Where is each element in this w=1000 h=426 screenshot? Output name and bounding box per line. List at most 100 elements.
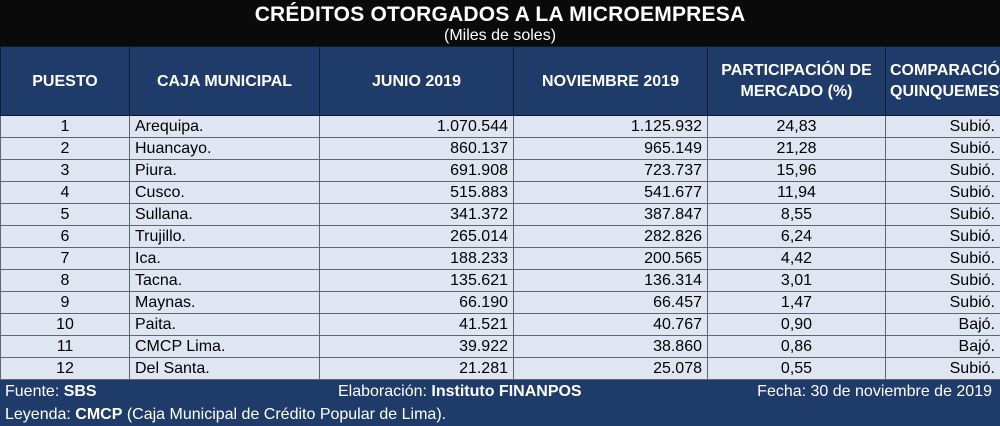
table-subtitle: (Miles de soles) xyxy=(443,27,557,44)
cell-comparacion: Subió. xyxy=(885,291,1000,314)
table-row: 12 Del Santa. 21.281 25.078 0,55 Subió. xyxy=(0,357,1000,380)
cell-puesto: 7 xyxy=(0,247,130,270)
table-row: 10 Paita. 41.521 40.767 0,90 Bajó. xyxy=(0,313,1000,336)
cell-participacion: 15,96 xyxy=(707,159,886,182)
cell-caja-municipal: Cusco. xyxy=(129,181,320,204)
table-row: 1 Arequipa. 1.070.544 1.125.932 24,83 Subió. xyxy=(0,115,1000,138)
header-junio-2019: JUNIO 2019 xyxy=(319,46,514,116)
footer-row-source: Fuente: SBS Elaboración: Instituto FINAN… xyxy=(0,380,1000,403)
footer-legend: Leyenda: CMCP (Caja Municipal de Crédito… xyxy=(5,403,446,426)
cell-puesto: 8 xyxy=(0,269,130,292)
cell-comparacion: Subió. xyxy=(885,247,1000,270)
table-title: CRÉDITOS OTORGADOS A LA MICROEMPRESA xyxy=(254,3,746,26)
cell-puesto: 4 xyxy=(0,181,130,204)
table-row: 7 Ica. 188.233 200.565 4,42 Subió. xyxy=(0,247,1000,270)
cell-caja-municipal: Del Santa. xyxy=(129,357,320,380)
cell-participacion: 11,94 xyxy=(707,181,886,204)
footer-elaboration-value: Instituto FINANPOS xyxy=(431,383,582,400)
footer-elaboration-label: Elaboración: xyxy=(338,383,432,400)
footer-source-label: Fuente: xyxy=(5,383,64,400)
cell-noviembre-2019: 136.314 xyxy=(513,269,708,292)
cell-participacion: 0,86 xyxy=(707,335,886,358)
cell-noviembre-2019: 1.125.932 xyxy=(513,115,708,138)
cell-comparacion: Subió. xyxy=(885,115,1000,138)
header-row: PUESTO CAJA MUNICIPAL JUNIO 2019 NOVIEMB… xyxy=(0,46,1000,116)
cell-caja-municipal: CMCP Lima. xyxy=(129,335,320,358)
table-row: 11 CMCP Lima. 39.922 38.860 0,86 Bajó. xyxy=(0,335,1000,358)
cell-caja-municipal: Sullana. xyxy=(129,203,320,226)
header-noviembre-2019: NOVIEMBRE 2019 xyxy=(513,46,708,116)
cell-participacion: 6,24 xyxy=(707,225,886,248)
footer-source-value: SBS xyxy=(63,383,97,400)
cell-noviembre-2019: 200.565 xyxy=(513,247,708,270)
cell-junio-2019: 860.137 xyxy=(319,137,514,160)
cell-puesto: 5 xyxy=(0,203,130,226)
footer-source: Fuente: SBS xyxy=(5,380,97,403)
cell-noviembre-2019: 541.677 xyxy=(513,181,708,204)
cell-noviembre-2019: 66.457 xyxy=(513,291,708,314)
table-row: 8 Tacna. 135.621 136.314 3,01 Subió. xyxy=(0,269,1000,292)
cell-comparacion: Subió. xyxy=(885,203,1000,226)
cell-comparacion: Subió. xyxy=(885,225,1000,248)
cell-comparacion: Subió. xyxy=(885,357,1000,380)
cell-junio-2019: 691.908 xyxy=(319,159,514,182)
cell-participacion: 8,55 xyxy=(707,203,886,226)
cell-puesto: 10 xyxy=(0,313,130,336)
cell-junio-2019: 341.372 xyxy=(319,203,514,226)
table-row: 5 Sullana. 341.372 387.847 8,55 Subió. xyxy=(0,203,1000,226)
cell-participacion: 0,55 xyxy=(707,357,886,380)
cell-caja-municipal: Piura. xyxy=(129,159,320,182)
cell-caja-municipal: Huancayo. xyxy=(129,137,320,160)
footer: Fuente: SBS Elaboración: Instituto FINAN… xyxy=(0,380,1000,426)
header-caja-municipal: CAJA MUNICIPAL xyxy=(129,46,320,116)
cell-participacion: 1,47 xyxy=(707,291,886,314)
table-row: 4 Cusco. 515.883 541.677 11,94 Subió. xyxy=(0,181,1000,204)
cell-junio-2019: 21.281 xyxy=(319,357,514,380)
cell-comparacion: Subió. xyxy=(885,137,1000,160)
cell-participacion: 21,28 xyxy=(707,137,886,160)
footer-date: Fecha: 30 de noviembre de 2019 xyxy=(757,383,992,400)
cell-puesto: 2 xyxy=(0,137,130,160)
cell-participacion: 0,90 xyxy=(707,313,886,336)
cell-junio-2019: 135.621 xyxy=(319,269,514,292)
table-body: 1 Arequipa. 1.070.544 1.125.932 24,83 Subió. 2… xyxy=(0,115,1000,380)
footer-row-legend: Leyenda: CMCP (Caja Municipal de Crédito… xyxy=(0,403,1000,426)
cell-junio-2019: 66.190 xyxy=(319,291,514,314)
cell-participacion: 4,42 xyxy=(707,247,886,270)
cell-caja-municipal: Paita. xyxy=(129,313,320,336)
cell-comparacion: Bajó. xyxy=(885,335,1000,358)
cell-puesto: 3 xyxy=(0,159,130,182)
cell-caja-municipal: Maynas. xyxy=(129,291,320,314)
cell-noviembre-2019: 282.826 xyxy=(513,225,708,248)
cell-junio-2019: 265.014 xyxy=(319,225,514,248)
cell-comparacion: Subió. xyxy=(885,181,1000,204)
cell-caja-municipal: Trujillo. xyxy=(129,225,320,248)
cell-comparacion: Subió. xyxy=(885,159,1000,182)
cell-puesto: 1 xyxy=(0,115,130,138)
cell-junio-2019: 41.521 xyxy=(319,313,514,336)
cell-participacion: 3,01 xyxy=(707,269,886,292)
table-row: 2 Huancayo. 860.137 965.149 21,28 Subió. xyxy=(0,137,1000,160)
cell-noviembre-2019: 25.078 xyxy=(513,357,708,380)
credits-table: PUESTO CAJA MUNICIPAL JUNIO 2019 NOVIEMB… xyxy=(0,46,1000,380)
footer-legend-value: CMCP xyxy=(75,406,123,423)
cell-puesto: 12 xyxy=(0,357,130,380)
cell-noviembre-2019: 965.149 xyxy=(513,137,708,160)
title-bar: CRÉDITOS OTORGADOS A LA MICROEMPRESA (Mi… xyxy=(0,0,1000,46)
cell-puesto: 11 xyxy=(0,335,130,358)
cell-noviembre-2019: 387.847 xyxy=(513,203,708,226)
cell-caja-municipal: Arequipa. xyxy=(129,115,320,138)
cell-comparacion: Subió. xyxy=(885,269,1000,292)
cell-puesto: 6 xyxy=(0,225,130,248)
cell-puesto: 9 xyxy=(0,291,130,314)
table-row: 6 Trujillo. 265.014 282.826 6,24 Subió. xyxy=(0,225,1000,248)
cell-caja-municipal: Tacna. xyxy=(129,269,320,292)
cell-junio-2019: 515.883 xyxy=(319,181,514,204)
footer-elaboration: Elaboración: Instituto FINANPOS xyxy=(338,380,582,403)
cell-junio-2019: 39.922 xyxy=(319,335,514,358)
table-row: 3 Piura. 691.908 723.737 15,96 Subió. xyxy=(0,159,1000,182)
cell-comparacion: Bajó. xyxy=(885,313,1000,336)
cell-noviembre-2019: 40.767 xyxy=(513,313,708,336)
cell-participacion: 24,83 xyxy=(707,115,886,138)
